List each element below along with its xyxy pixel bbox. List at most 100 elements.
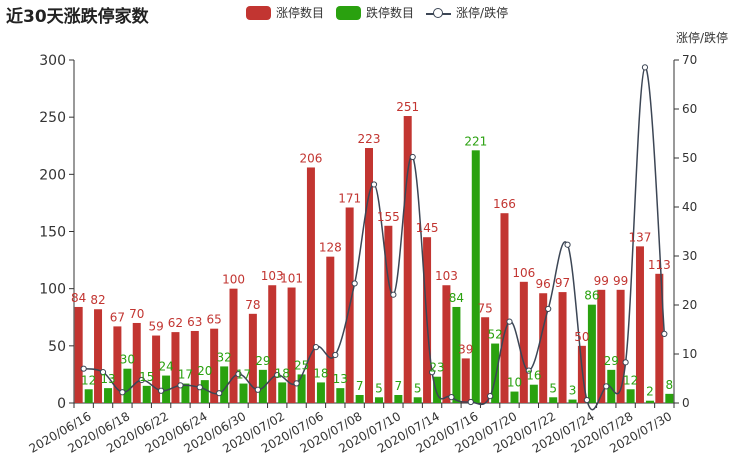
data-label-limit-up: 206	[299, 151, 322, 165]
data-label-limit-down: 2	[646, 385, 654, 399]
legend-item-ratio[interactable]: 涨停/跌停	[426, 4, 508, 21]
ratio-point	[545, 305, 552, 313]
data-label-limit-down: 86	[584, 289, 599, 303]
ratio-point	[119, 389, 126, 396]
bar-limit-down	[258, 369, 267, 403]
data-label-limit-up: 100	[222, 273, 245, 287]
ratio-point	[661, 330, 668, 338]
data-label-limit-up: 97	[555, 276, 570, 290]
bar-limit-down	[471, 150, 480, 403]
legend-label-ratio: 涨停/跌停	[456, 6, 509, 20]
ratio-point	[583, 396, 591, 404]
data-label-limit-up: 39	[458, 342, 473, 356]
ratio-point	[157, 387, 165, 394]
bar-limit-up	[461, 358, 470, 403]
bar-limit-down	[491, 343, 500, 403]
legend-swatch-ratio	[426, 6, 452, 20]
bar-limit-up	[635, 246, 644, 403]
data-label-limit-down: 29	[255, 354, 270, 368]
data-label-limit-up: 62	[168, 316, 183, 330]
data-label-limit-down: 17	[178, 368, 193, 382]
bar-limit-down	[104, 388, 113, 403]
y-tick-label-right: 40	[682, 200, 697, 214]
bar-limit-up	[539, 293, 548, 403]
ratio-point	[467, 398, 474, 406]
bar-limit-down	[142, 385, 151, 403]
data-label-limit-up: 145	[416, 221, 439, 235]
bar-limit-down	[239, 383, 248, 403]
bar-limit-down	[452, 306, 461, 403]
bar-limit-up	[190, 330, 199, 403]
bar-limit-down	[607, 369, 616, 403]
data-label-limit-down: 18	[275, 366, 290, 380]
ratio-point	[448, 394, 455, 401]
bar-limit-down	[587, 304, 596, 403]
chart-legend: 涨停数目 跌停数目 涨停/跌停	[246, 4, 520, 21]
bar-limit-down	[529, 384, 538, 403]
data-label-limit-up: 63	[187, 315, 202, 329]
bar-limit-up	[306, 167, 315, 403]
bar-limit-up	[171, 332, 180, 403]
data-label-limit-down: 5	[414, 381, 422, 395]
data-label-limit-up: 67	[110, 310, 125, 324]
legend-swatch-limit-up	[246, 5, 271, 20]
data-label-limit-down: 20	[197, 364, 212, 378]
bar-limit-up	[326, 256, 335, 403]
bar-limit-up	[577, 345, 586, 403]
bar-limit-up	[558, 292, 567, 403]
y-axis-right-title: 涨停/跌停	[676, 30, 728, 45]
bar-limit-down	[510, 391, 519, 403]
bar-limit-down	[433, 376, 442, 403]
ratio-point	[351, 280, 358, 287]
bar-limit-up	[481, 317, 490, 403]
y-tick-label-left: 200	[39, 167, 66, 183]
y-tick-label-right: 10	[682, 347, 697, 361]
data-label-limit-up: 84	[71, 291, 86, 305]
bar-limit-down	[181, 383, 190, 403]
legend-item-limit-up[interactable]: 涨停数目	[246, 4, 324, 21]
bar-limit-up	[519, 281, 528, 403]
y-tick-label-left: 0	[57, 396, 66, 412]
bar-limit-down	[568, 399, 577, 403]
bar-limit-up	[94, 309, 103, 403]
data-label-limit-down: 52	[487, 328, 502, 342]
data-label-limit-up: 96	[536, 277, 551, 291]
bar-limit-up	[365, 148, 373, 403]
legend-label-limit-down: 跌停数目	[366, 6, 415, 20]
legend-item-limit-down[interactable]: 跌停数目	[336, 4, 414, 21]
bar-limit-down	[355, 394, 364, 403]
data-label-limit-up: 166	[493, 197, 516, 211]
ratio-point	[138, 376, 145, 384]
data-label-limit-down: 18	[313, 366, 328, 380]
data-label-limit-down: 15	[139, 370, 154, 384]
ratio-point	[254, 386, 261, 393]
bar-limit-down	[626, 389, 635, 403]
bar-limit-down	[645, 400, 654, 403]
data-label-limit-down: 16	[526, 369, 541, 383]
ratio-line	[83, 66, 666, 411]
ratio-point	[390, 291, 397, 298]
data-label-limit-up: 223	[358, 132, 381, 146]
ratio-point	[99, 369, 107, 376]
data-label-limit-down: 24	[158, 360, 173, 374]
bar-limit-up	[442, 285, 451, 403]
ratio-point	[370, 181, 378, 188]
data-label-limit-down: 7	[356, 379, 364, 393]
bar-limit-up	[74, 306, 83, 403]
data-label-limit-up: 137	[629, 230, 652, 244]
y-tick-label-left: 250	[39, 110, 66, 126]
data-label-limit-up: 103	[261, 269, 284, 283]
bar-limit-up	[152, 335, 161, 403]
data-label-limit-up: 65	[207, 313, 222, 327]
bar-limit-down	[316, 382, 325, 403]
bar-limit-up	[287, 287, 296, 403]
data-label-limit-down: 23	[429, 361, 444, 375]
data-label-limit-up: 155	[377, 210, 400, 224]
data-label-limit-down: 7	[395, 379, 403, 393]
ratio-point	[525, 367, 532, 374]
ratio-point	[487, 393, 494, 400]
bar-limit-down	[665, 393, 674, 403]
bar-limit-up	[500, 213, 509, 403]
data-label-limit-up: 103	[435, 269, 458, 283]
bar-limit-down	[297, 374, 306, 403]
